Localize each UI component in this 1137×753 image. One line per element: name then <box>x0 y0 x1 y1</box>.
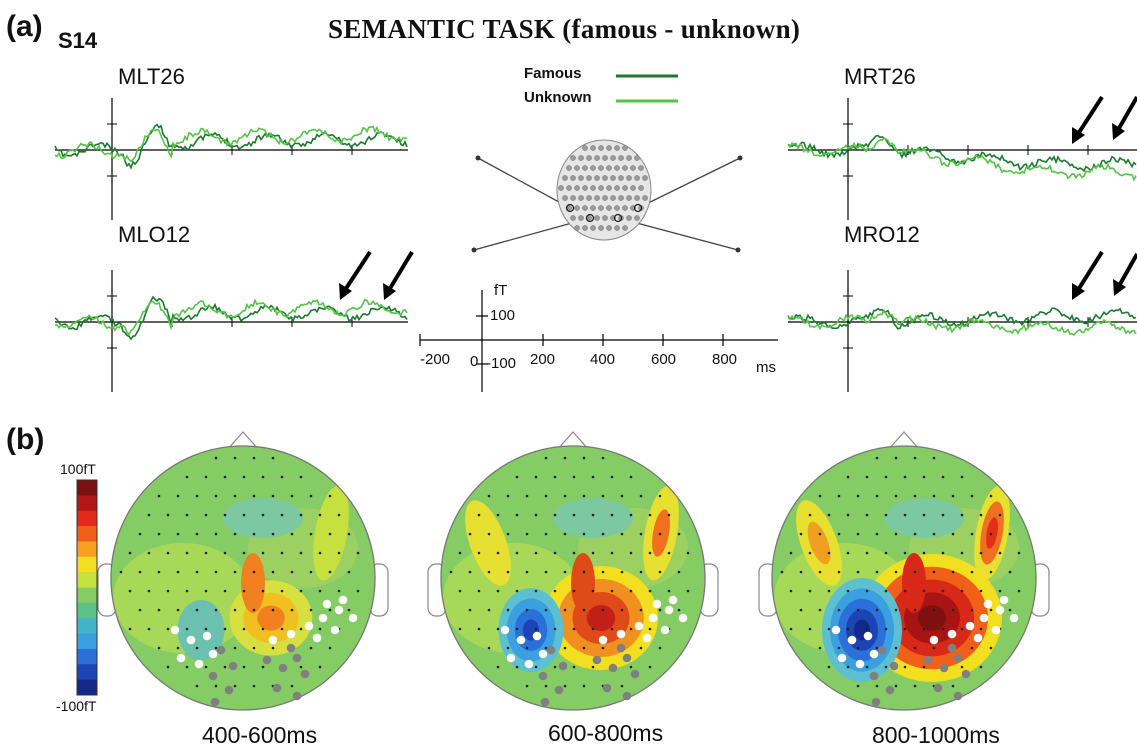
legend-unknown-label: Unknown <box>524 89 592 106</box>
arrow-icon <box>1112 96 1137 140</box>
x-unit-label: ms <box>756 359 776 376</box>
topomap-1 <box>97 431 389 711</box>
arrow-icon <box>1072 250 1104 300</box>
x-tick-neg200: -200 <box>420 351 451 368</box>
channel-label-mlo12: MLO12 <box>118 222 191 247</box>
colorbar <box>76 479 98 696</box>
y-tick-100: 100 <box>490 307 516 324</box>
subject-label: S14 <box>58 28 98 53</box>
time-window-label-1: 400-600ms <box>202 722 318 748</box>
waveform-mlo12 <box>54 270 408 392</box>
x-tick-800: 800 <box>712 351 738 368</box>
channel-label-mro12: MRO12 <box>844 222 920 247</box>
x-tick-0: 0 <box>470 353 479 370</box>
x-tick-400: 400 <box>590 351 616 368</box>
x-tick-600: 600 <box>651 351 677 368</box>
y-unit-label: fT <box>494 282 508 299</box>
legend-famous-label: Famous <box>524 65 582 82</box>
topomap-2 <box>427 431 719 711</box>
sensor-head-diagram <box>471 139 743 253</box>
time-window-label-2: 600-800ms <box>548 720 664 746</box>
channel-label-mlt26: MLT26 <box>118 64 185 89</box>
y-tick-neg100: -100 <box>486 355 517 372</box>
channel-label-mrt26: MRT26 <box>844 64 916 89</box>
panel-a-label: (a) <box>6 10 43 43</box>
figure-title: SEMANTIC TASK (famous - unknown) <box>328 14 801 44</box>
topomap-3 <box>758 431 1050 711</box>
colorbar-max-label: 100fT <box>60 461 96 477</box>
waveform-mro12 <box>787 270 1137 392</box>
colorbar-min-label: -100fT <box>56 698 97 714</box>
arrow-icon <box>1113 253 1137 296</box>
topomap-layer <box>97 431 1050 711</box>
arrow-icon <box>339 250 372 300</box>
scale-axes <box>419 290 778 392</box>
arrow-icon <box>383 250 414 300</box>
waveform-mrt26 <box>787 98 1137 220</box>
x-tick-200: 200 <box>530 351 556 368</box>
panel-b-label: (b) <box>6 423 45 456</box>
arrow-icons <box>339 95 1137 300</box>
arrow-icon <box>1072 95 1104 144</box>
waveform-mlt26 <box>54 98 408 220</box>
time-window-label-3: 800-1000ms <box>872 722 1000 748</box>
